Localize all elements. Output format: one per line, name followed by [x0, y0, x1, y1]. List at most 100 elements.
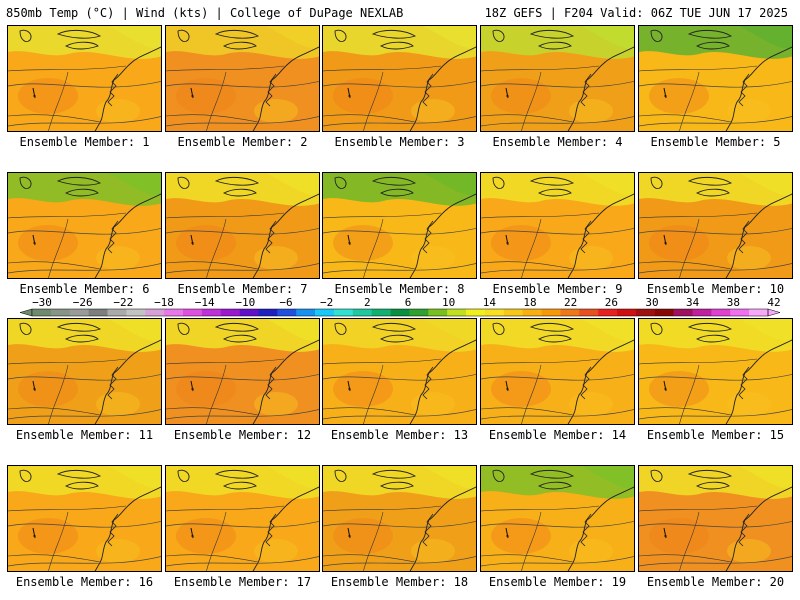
colorbar-tick-label: 22 — [564, 296, 577, 309]
temperature-map — [323, 466, 476, 571]
ensemble-member-map — [7, 172, 162, 279]
ensemble-member-label: Ensemble Member: 14 — [488, 428, 627, 442]
ensemble-member-map — [7, 465, 162, 572]
ensemble-member-map — [322, 318, 477, 425]
temperature-map — [8, 466, 161, 571]
header-right-title: 18Z GEFS | F204 Valid: 06Z TUE JUN 17 20… — [484, 6, 788, 20]
colorbar-tick-label: −10 — [235, 296, 255, 309]
colorbar-swatch — [258, 309, 278, 316]
colorbar-swatch — [201, 309, 222, 316]
colorbar-tick-label: −30 — [32, 296, 52, 309]
colorbar-swatch — [107, 309, 127, 316]
colorbar-tick-label: 2 — [364, 296, 371, 309]
temperature-map — [481, 466, 634, 571]
colorbar-tick-label: 14 — [483, 296, 497, 309]
colorbar-swatch — [654, 309, 674, 316]
ensemble-member-map — [165, 465, 320, 572]
temperature-map — [8, 319, 161, 424]
colorbar-swatch — [730, 309, 750, 316]
colorbar-swatch — [692, 309, 712, 316]
temperature-map — [639, 173, 792, 278]
colorbar-swatch — [220, 309, 240, 316]
colorbar-swatch — [145, 309, 165, 316]
temperature-map — [481, 173, 634, 278]
ensemble-member-label: Ensemble Member: 12 — [173, 428, 312, 442]
ensemble-member-label: Ensemble Member: 20 — [646, 575, 785, 589]
colorbar-swatch — [522, 309, 542, 316]
temperature-map — [8, 173, 161, 278]
ensemble-member-label: Ensemble Member: 9 — [492, 282, 623, 296]
colorbar-swatch — [560, 309, 580, 316]
colorbar-swatch — [409, 309, 429, 316]
ensemble-member-label: Ensemble Member: 7 — [177, 282, 308, 296]
ensemble-member-label: Ensemble Member: 4 — [492, 135, 623, 149]
colorbar-swatch — [164, 309, 184, 316]
ensemble-member-map — [480, 172, 635, 279]
colorbar-swatch — [749, 309, 769, 316]
ensemble-member-label: Ensemble Member: 11 — [15, 428, 154, 442]
ensemble-member-label: Ensemble Member: 8 — [334, 282, 465, 296]
ensemble-member-label: Ensemble Member: 15 — [646, 428, 785, 442]
colorbar-tick-label: 38 — [727, 296, 740, 309]
colorbar-swatch — [315, 309, 335, 316]
colorbar-swatch — [32, 309, 52, 316]
colorbar-swatch — [617, 309, 637, 316]
ensemble-member-map — [638, 465, 793, 572]
ensemble-member-map — [7, 25, 162, 132]
temperature-map — [8, 26, 161, 131]
ensemble-member-label: Ensemble Member: 6 — [19, 282, 150, 296]
colorbar-swatch — [447, 309, 467, 316]
ensemble-member-label: Ensemble Member: 13 — [330, 428, 469, 442]
colorbar-swatch — [333, 309, 354, 316]
ensemble-member-map — [638, 318, 793, 425]
colorbar-swatch — [69, 309, 89, 316]
colorbar-swatch — [428, 309, 448, 316]
colorbar-tick-label: 18 — [523, 296, 536, 309]
colorbar-swatch — [352, 309, 372, 316]
colorbar-tick-label: −6 — [279, 296, 292, 309]
colorbar-tick-label: 30 — [645, 296, 658, 309]
colorbar-swatch — [579, 309, 599, 316]
temperature-colorbar: −30 −26 −22 −18 −14 −10 −6 −2 2 6 10 14 18 22 26 30 34 38… — [19, 296, 781, 317]
ensemble-member-label: Ensemble Member: 1 — [19, 135, 150, 149]
colorbar-swatch — [50, 309, 71, 316]
ensemble-member-map — [322, 25, 477, 132]
temperature-map — [323, 26, 476, 131]
ensemble-member-label: Ensemble Member: 3 — [334, 135, 465, 149]
colorbar-swatch — [503, 309, 523, 316]
ensemble-member-map — [322, 465, 477, 572]
colorbar-tick-label: −26 — [73, 296, 93, 309]
colorbar-swatch — [711, 309, 731, 316]
temperature-map — [639, 466, 792, 571]
colorbar-swatch — [296, 309, 316, 316]
colorbar-right-arrow — [767, 308, 781, 317]
temperature-map — [166, 319, 319, 424]
ensemble-member-map — [480, 25, 635, 132]
colorbar-swatch — [598, 309, 618, 316]
temperature-map — [639, 26, 792, 131]
temperature-map — [166, 173, 319, 278]
header-left-title: 850mb Temp (°C) | Wind (kts) | College o… — [6, 6, 404, 20]
ensemble-member-map — [322, 172, 477, 279]
colorbar-tick-label: −18 — [154, 296, 174, 309]
ensemble-member-label: Ensemble Member: 19 — [488, 575, 627, 589]
colorbar-swatch — [182, 309, 203, 316]
colorbar-swatch — [635, 309, 656, 316]
colorbar-swatch — [673, 309, 693, 316]
ensemble-member-map — [480, 318, 635, 425]
colorbar-left-arrow — [19, 308, 33, 317]
colorbar-swatch — [126, 309, 146, 316]
colorbar-tick-label: 6 — [405, 296, 412, 309]
colorbar-swatch — [390, 309, 410, 316]
temperature-map — [481, 319, 634, 424]
colorbar-tick-label: 26 — [605, 296, 618, 309]
temperature-map — [481, 26, 634, 131]
colorbar-tick-label: 10 — [442, 296, 455, 309]
temperature-map — [166, 26, 319, 131]
ensemble-member-map — [165, 318, 320, 425]
colorbar-tick-label: −14 — [195, 296, 215, 309]
ensemble-member-map — [638, 25, 793, 132]
temperature-map — [323, 173, 476, 278]
colorbar-tick-label: −2 — [320, 296, 333, 309]
ensemble-member-map — [638, 172, 793, 279]
